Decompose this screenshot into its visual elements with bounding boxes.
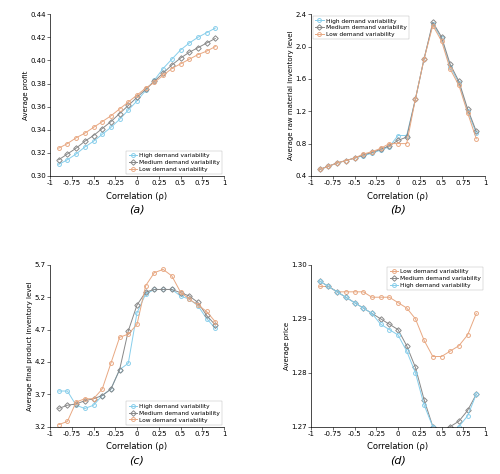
Y-axis label: Average raw material inventory level: Average raw material inventory level	[288, 30, 294, 160]
Text: (d): (d)	[390, 455, 406, 465]
X-axis label: Correlation (ρ): Correlation (ρ)	[106, 191, 168, 201]
X-axis label: Correlation (ρ): Correlation (ρ)	[368, 191, 428, 201]
Y-axis label: Average profit: Average profit	[22, 71, 28, 120]
Legend: Low demand variability, Medium demand variability, High demand variability: Low demand variability, Medium demand va…	[387, 267, 483, 290]
Text: (b): (b)	[390, 204, 406, 214]
Legend: High demand variability, Medium demand variability, Low demand variability: High demand variability, Medium demand v…	[126, 401, 222, 425]
X-axis label: Correlation (ρ): Correlation (ρ)	[368, 442, 428, 451]
Legend: High demand variability, Medium demand variability, Low demand variability: High demand variability, Medium demand v…	[313, 16, 409, 39]
Legend: High demand variability, Medium demand variability, Low demand variability: High demand variability, Medium demand v…	[126, 151, 222, 174]
X-axis label: Correlation (ρ): Correlation (ρ)	[106, 442, 168, 451]
Y-axis label: Average price: Average price	[284, 322, 290, 370]
Text: (c): (c)	[130, 455, 144, 465]
Text: (a): (a)	[129, 204, 145, 214]
Y-axis label: Average final product inventory level: Average final product inventory level	[27, 281, 33, 410]
